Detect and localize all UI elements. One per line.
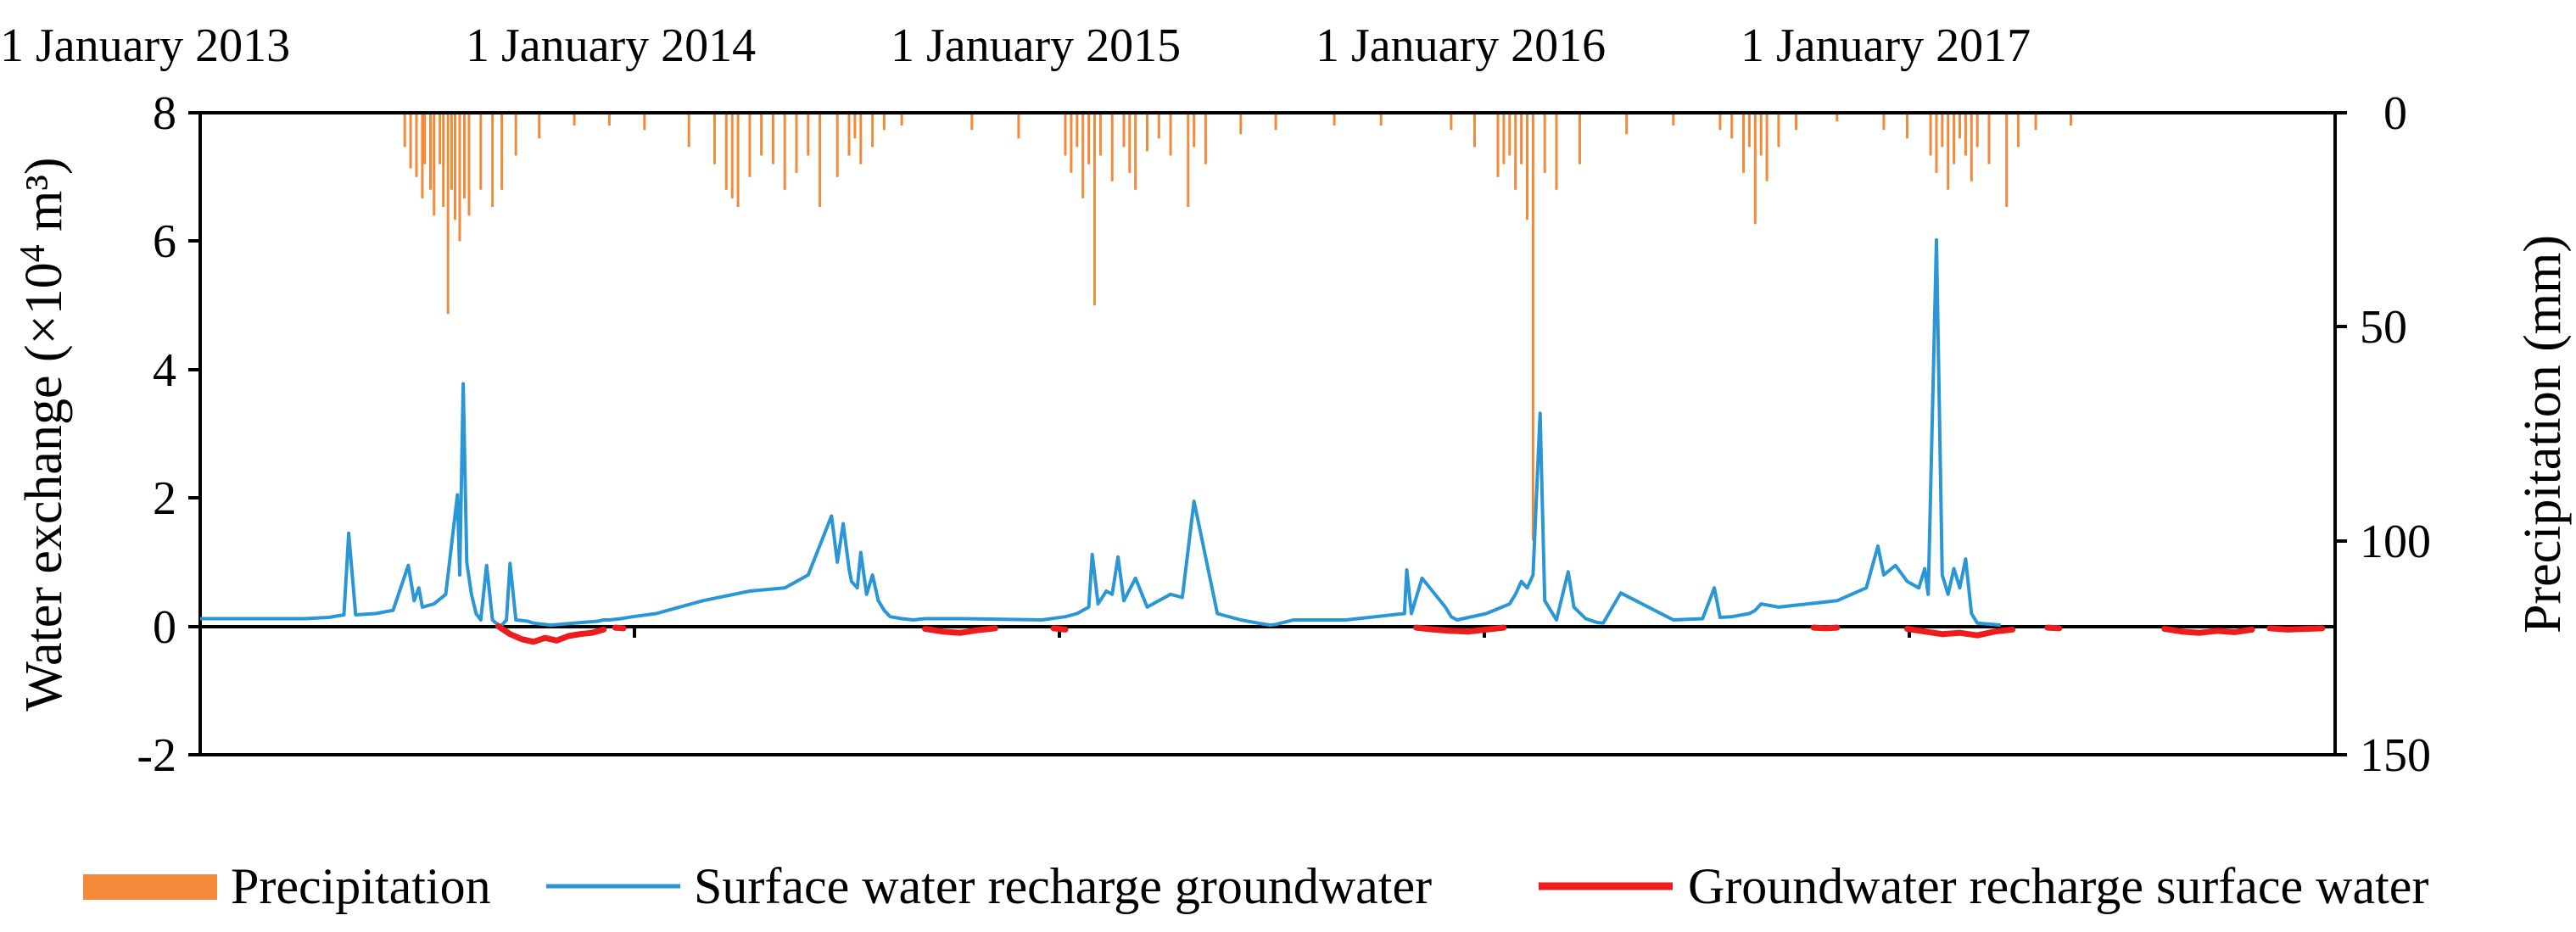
left-axis	[188, 111, 200, 756]
date-label-2015: 1 January 2015	[891, 20, 1181, 72]
groundwater-line-segment	[1050, 625, 1069, 633]
left-tick-label: 4	[153, 344, 176, 397]
right-tick-label: 0	[2383, 87, 2407, 140]
plot-frame	[198, 111, 2337, 756]
groundwater-line-segment	[922, 625, 998, 636]
left-tick-label: 8	[153, 87, 176, 140]
right-axis-title: Precipitation (mm)	[2514, 235, 2572, 633]
groundwater-line-segment	[495, 623, 607, 645]
left-axis-title: Water exchange (×104 m³)	[14, 157, 73, 711]
right-tick-labels: 0 50 100 150	[2360, 87, 2431, 782]
groundwater-line-segment	[1904, 626, 2016, 639]
left-tick-label: 2	[153, 472, 176, 525]
legend-label-precipitation: Precipitation	[231, 858, 491, 914]
precipitation-series	[403, 113, 2072, 541]
date-labels: 1 January 2013 1 January 2014 1 January …	[0, 20, 2031, 72]
left-tick-label: -2	[137, 729, 176, 782]
legend: Precipitation Surface water recharge gro…	[83, 858, 2428, 914]
date-label-2013: 1 January 2013	[0, 20, 290, 72]
right-tick-label: 150	[2360, 729, 2431, 782]
left-tick-label: 6	[153, 215, 176, 268]
groundwater-line-segment	[2266, 625, 2326, 633]
right-axis	[2335, 111, 2347, 756]
left-tick-labels: 8 6 4 2 0 -2	[137, 87, 176, 782]
legend-label-groundwater: Groundwater recharge surface water	[1688, 858, 2428, 914]
left-axis-title-tail: m³)	[15, 157, 73, 244]
surface-water-series	[200, 237, 2001, 628]
right-tick-label: 100	[2360, 516, 2431, 568]
surface-water-line	[200, 237, 2001, 628]
left-axis-title-main: Water exchange (×10	[15, 262, 73, 711]
date-label-2017: 1 January 2017	[1741, 20, 2031, 72]
groundwater-line-segment	[2161, 626, 2255, 636]
groundwater-line-segment	[1413, 624, 1507, 635]
left-axis-title-sup: 4	[14, 244, 53, 262]
legend-swatch-precipitation	[83, 874, 217, 900]
right-tick-label: 50	[2360, 301, 2407, 354]
groundwater-series	[495, 623, 2326, 645]
date-label-2014: 1 January 2014	[466, 20, 756, 72]
left-tick-label: 0	[153, 601, 176, 654]
legend-label-surface: Surface water recharge groundwater	[694, 858, 1432, 914]
date-label-2016: 1 January 2016	[1316, 20, 1606, 72]
